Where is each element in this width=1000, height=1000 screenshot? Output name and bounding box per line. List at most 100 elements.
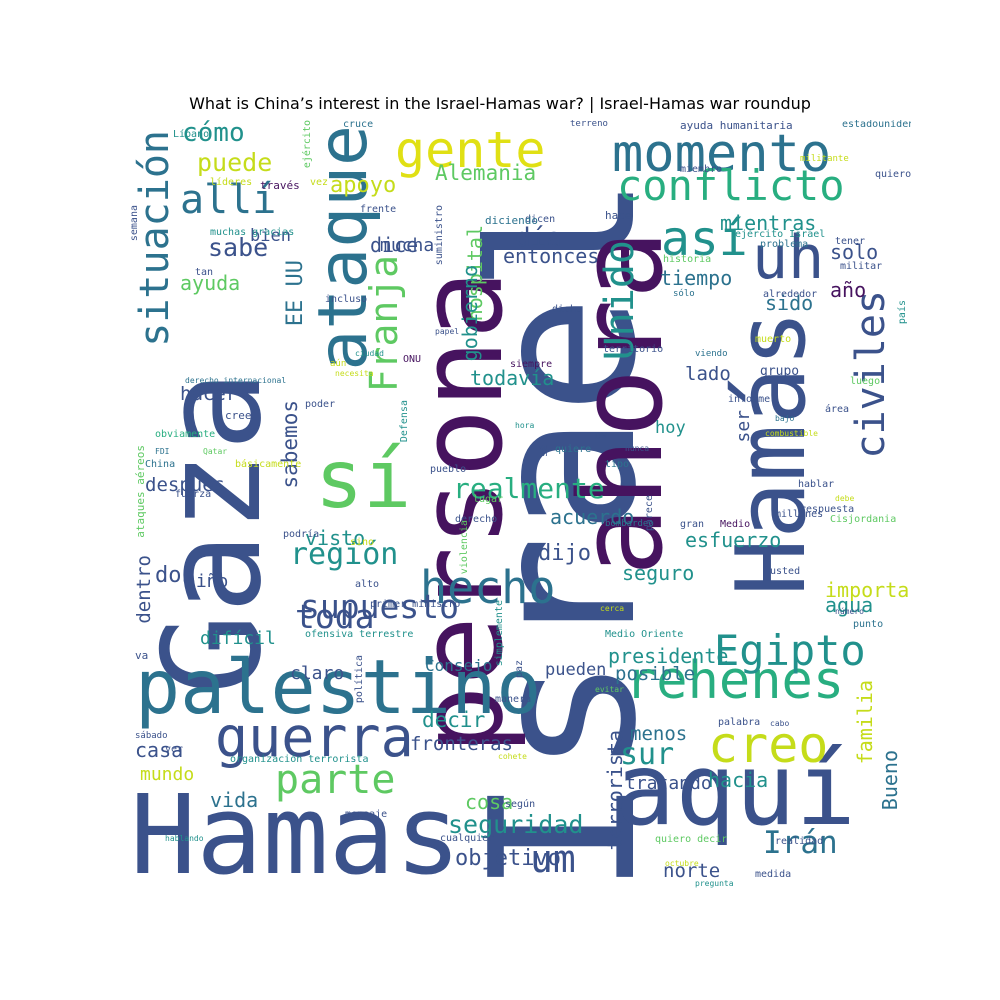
- word: pueblo: [430, 464, 467, 475]
- word: ayuda: [180, 271, 241, 295]
- word: Defensa: [399, 400, 410, 443]
- word: cerca: [600, 604, 625, 613]
- word: fuerza: [175, 489, 212, 500]
- word: hacia: [708, 768, 769, 792]
- word: cosa: [465, 790, 514, 814]
- word: cualquier: [440, 833, 495, 844]
- word: hora: [515, 421, 535, 430]
- word: cree: [225, 409, 252, 422]
- word: claro: [290, 663, 345, 684]
- word: año: [830, 278, 867, 302]
- word: toda: [295, 597, 375, 636]
- word: sino: [350, 537, 375, 548]
- word: gente: [395, 121, 546, 179]
- word: hablando: [165, 834, 204, 843]
- word: bajo: [775, 414, 795, 423]
- word: hoy: [655, 418, 686, 438]
- word: través: [260, 179, 300, 192]
- word: sábado: [135, 731, 168, 741]
- word: incluso: [325, 294, 368, 305]
- word: sólo: [673, 289, 695, 299]
- word: ataques aéreos: [134, 445, 147, 538]
- word: fronteras: [410, 733, 513, 755]
- word: miembro: [680, 164, 723, 175]
- word: familia: [853, 680, 877, 765]
- word: gobierno: [458, 265, 482, 362]
- word: agua: [825, 593, 874, 617]
- word: hace: [605, 209, 632, 222]
- word: sur: [620, 737, 675, 772]
- word: aquí: [615, 731, 856, 848]
- word: hacer: [180, 383, 238, 405]
- word: um: [530, 837, 576, 881]
- word: medida: [755, 869, 792, 880]
- word: suministro: [434, 205, 445, 266]
- word: aún: [330, 359, 347, 369]
- word: sabe: [208, 233, 269, 262]
- word: Hamas: [130, 771, 462, 888]
- word: Bueno: [878, 750, 902, 811]
- word: respuesta: [800, 504, 855, 515]
- word: China: [145, 459, 176, 470]
- word: millones: [775, 509, 824, 520]
- word: tiempo: [660, 266, 733, 290]
- word: simplemente: [494, 600, 505, 667]
- word: ayuda humanitaria: [680, 120, 793, 132]
- word: civiles: [848, 290, 894, 459]
- word: realmente: [453, 472, 605, 505]
- word: ver: [165, 744, 184, 755]
- word: evitar: [595, 685, 624, 694]
- word: ONU: [403, 354, 422, 365]
- word: dos: [155, 563, 195, 588]
- word: parte: [275, 757, 396, 803]
- word: ofensiva terrestre: [305, 629, 414, 640]
- word: palestino: [135, 643, 542, 731]
- word: dicen: [525, 214, 556, 225]
- word: quiero: [875, 169, 911, 180]
- word: nunca: [625, 444, 650, 453]
- word: quiero decir: [655, 834, 728, 845]
- word: sido: [765, 291, 814, 315]
- word: punto: [853, 619, 884, 630]
- word: según: [505, 799, 536, 810]
- chart-title: What is China’s interest in the Israel-H…: [189, 94, 811, 113]
- word: allí: [180, 177, 277, 223]
- word: así: [661, 211, 748, 267]
- word: decir: [422, 708, 486, 732]
- word: muchas gracias: [210, 227, 295, 238]
- word: líderes: [210, 177, 253, 188]
- word: Irán: [763, 825, 838, 861]
- word: casa: [135, 738, 184, 762]
- word: país: [897, 300, 908, 325]
- word: EE UU: [283, 260, 308, 327]
- word: todavía: [470, 366, 555, 390]
- word: ejército Israel: [735, 229, 826, 240]
- word: visto: [305, 526, 366, 550]
- word: muerto: [755, 334, 792, 345]
- word: diciendo: [485, 214, 538, 227]
- word: debe: [835, 494, 855, 503]
- word: necesita: [335, 369, 374, 378]
- word: ejército: [302, 120, 313, 169]
- word: manera: [495, 694, 532, 705]
- word: creo: [708, 716, 829, 774]
- word: luego: [850, 376, 881, 387]
- word: cabo: [770, 719, 790, 728]
- word: terreno: [570, 120, 608, 129]
- word: menos: [630, 723, 688, 745]
- word: problema: [760, 239, 809, 250]
- word: dijo: [538, 541, 591, 566]
- word-cloud: Israel Gaza Hamas persona ahora Hamás aq…: [125, 120, 911, 888]
- word: importante: [825, 578, 911, 602]
- word: combustible: [765, 429, 818, 438]
- word: hecho: [420, 561, 556, 614]
- word: octubre: [665, 859, 699, 868]
- word: puede: [197, 148, 273, 177]
- word: historia: [663, 254, 712, 265]
- word: obviamente: [155, 429, 216, 440]
- word: entonces: [503, 244, 600, 268]
- word: apoyo: [330, 173, 397, 198]
- word: guerra: [215, 705, 414, 769]
- word: alto: [355, 579, 380, 590]
- word: posible: [615, 663, 696, 685]
